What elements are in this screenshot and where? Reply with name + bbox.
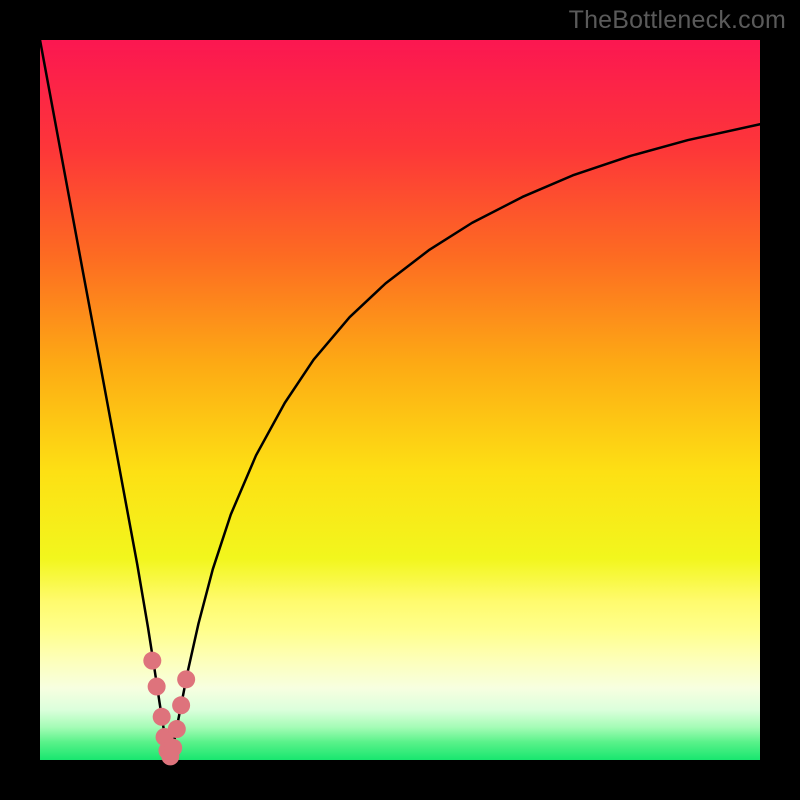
chart-stage: TheBottleneck.com — [0, 0, 800, 800]
watermark-text: TheBottleneck.com — [569, 6, 786, 35]
curve-marker — [148, 678, 166, 696]
curve-marker — [177, 670, 195, 688]
curve-marker — [143, 652, 161, 670]
plot-background — [40, 40, 760, 760]
bottleneck-curve-chart — [0, 0, 800, 800]
curve-marker — [168, 720, 186, 738]
curve-marker — [172, 696, 190, 714]
curve-marker — [153, 708, 171, 726]
curve-marker — [164, 739, 182, 757]
